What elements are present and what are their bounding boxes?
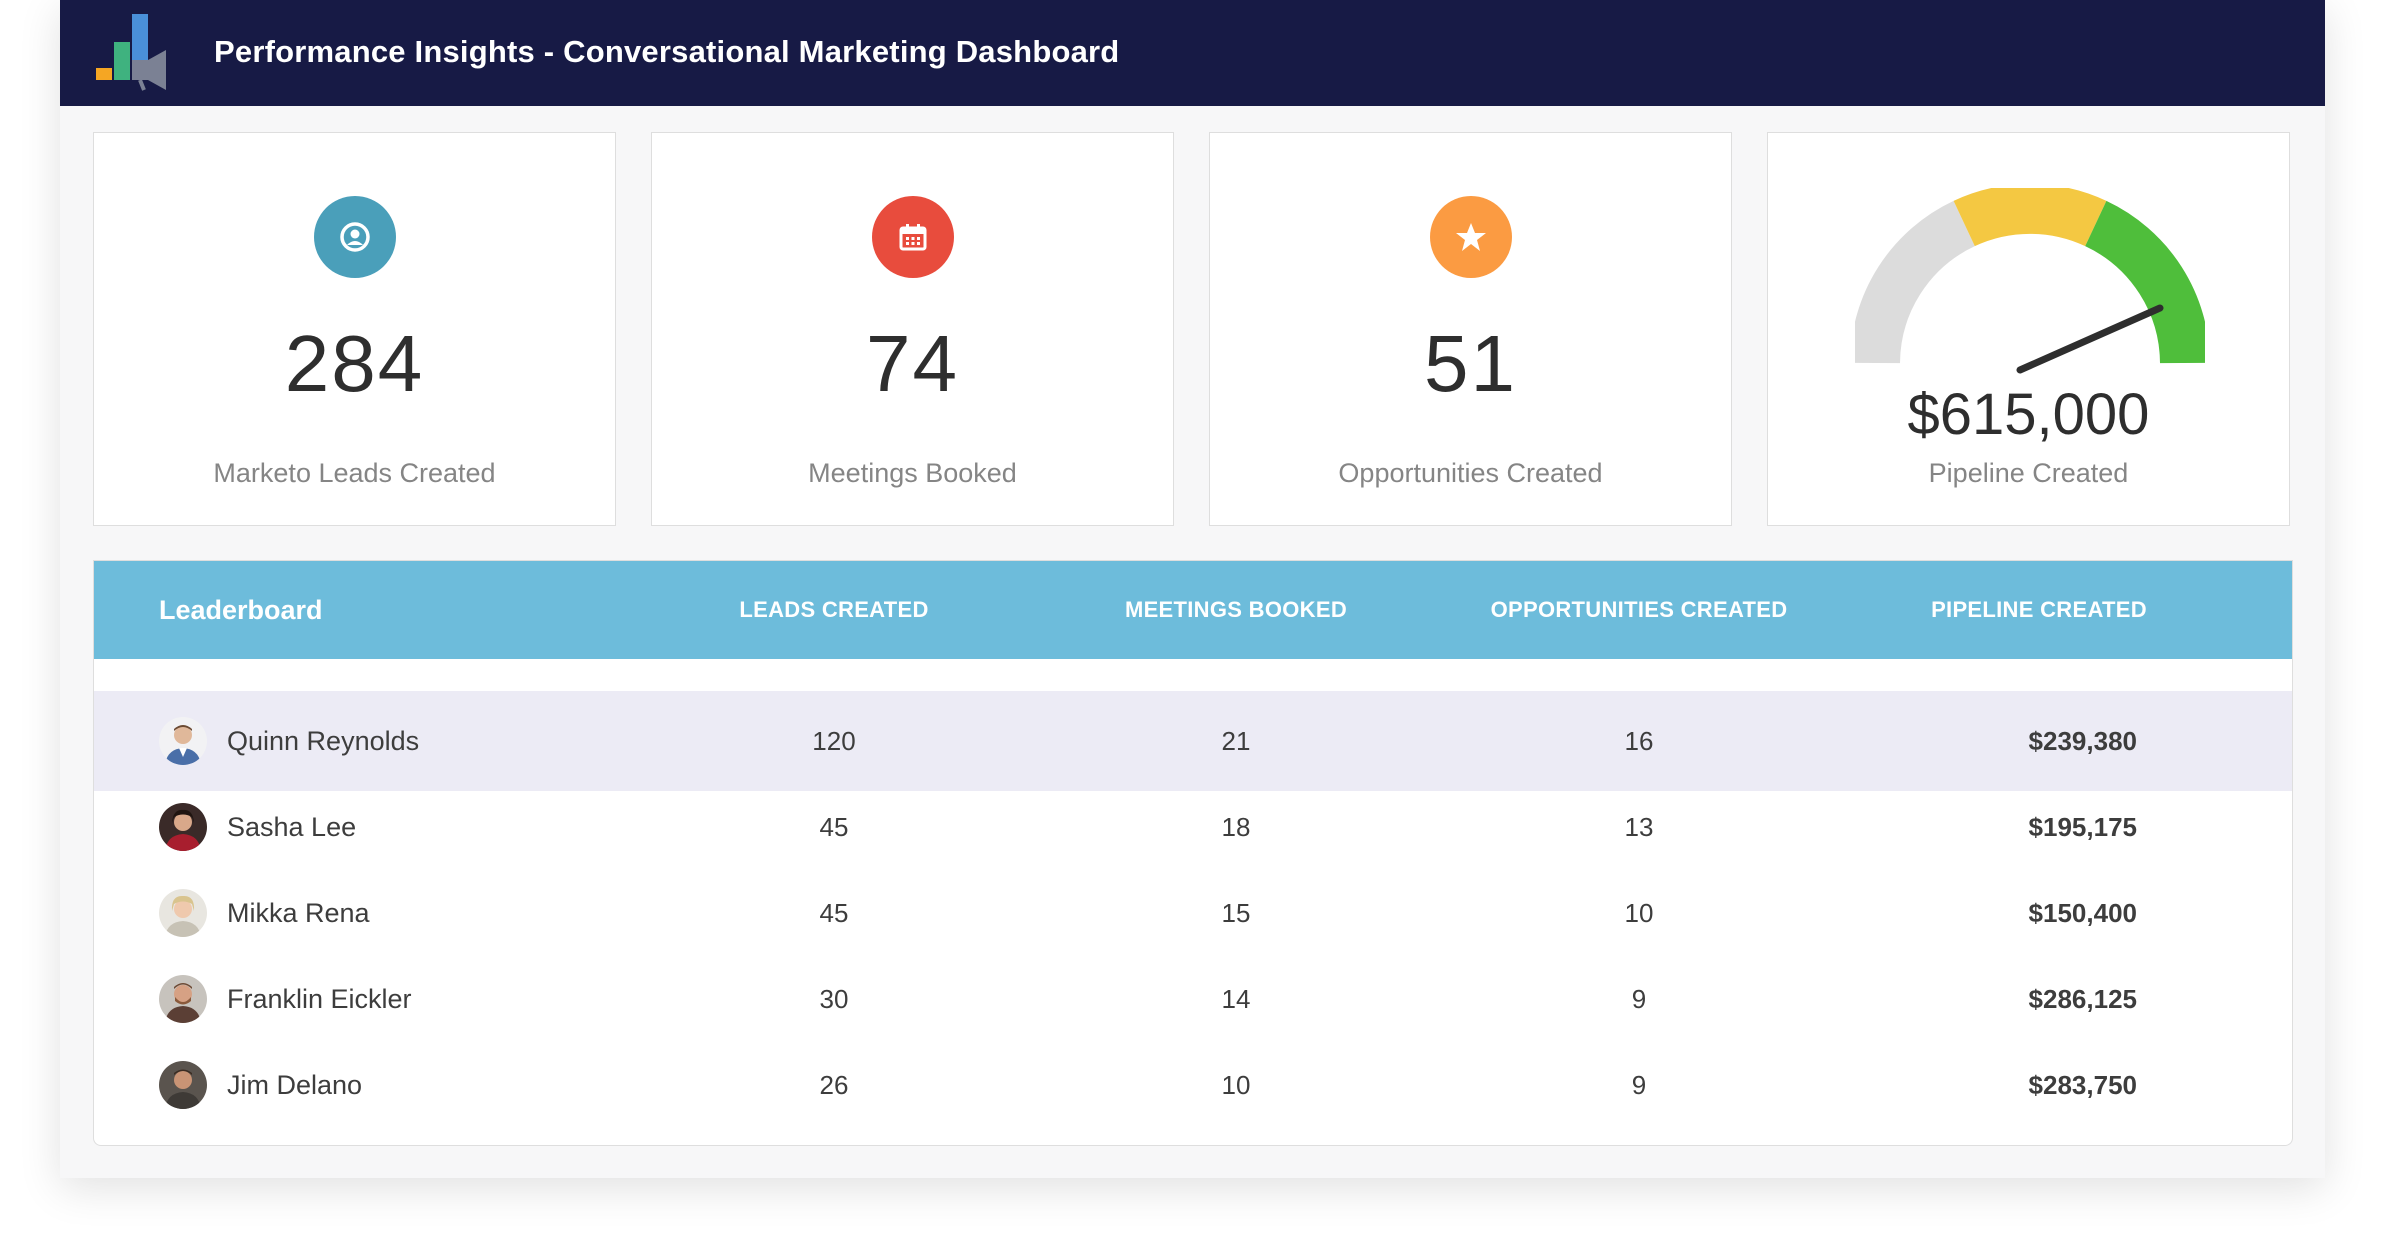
- avatar: [159, 889, 207, 937]
- app-title: Performance Insights - Conversational Ma…: [214, 34, 1120, 69]
- kpi-label: Meetings Booked: [808, 458, 1017, 488]
- meetings-value: 18: [1221, 812, 1251, 842]
- table-row[interactable]: Mikka Rena 45 15 10 $150,400: [94, 863, 2292, 963]
- pipeline-value: $239,380: [2028, 726, 2137, 756]
- meetings-value: 15: [1221, 898, 1251, 928]
- column-header-meetings: MEETINGS BOOKED: [1124, 597, 1348, 622]
- kpi-value: 51: [1424, 319, 1517, 408]
- leader-name: Mikka Rena: [227, 898, 370, 928]
- kpi-label: Opportunities Created: [1338, 458, 1603, 488]
- user-circle-icon: [313, 196, 396, 278]
- table-row[interactable]: Quinn Reynolds 120 21 16 $239,380: [94, 691, 2292, 791]
- dashboard-window: Performance Insights - Conversational Ma…: [60, 0, 2325, 1178]
- leads-value: 120: [812, 726, 856, 756]
- leader-name: Quinn Reynolds: [227, 726, 420, 756]
- pipeline-value: $150,400: [2028, 898, 2137, 928]
- pipeline-value: $283,750: [2028, 1070, 2137, 1100]
- column-header-opportunities: OPPORTUNITIES CREATED: [1490, 597, 1788, 622]
- column-header-leads: LEADS CREATED: [739, 597, 929, 622]
- kpi-card-meetings: 74 Meetings Booked: [651, 132, 1174, 526]
- kpi-card-opportunities: 51 Opportunities Created: [1209, 132, 1732, 526]
- top-bar: Performance Insights - Conversational Ma…: [60, 0, 2325, 106]
- star-icon: [1429, 196, 1512, 278]
- kpi-label: Pipeline Created: [1928, 458, 2129, 488]
- avatar: [159, 803, 207, 851]
- avatar: [159, 717, 207, 765]
- table-row[interactable]: Franklin Eickler 30 14 9 $286,125: [94, 949, 2292, 1049]
- opportunities-value: 10: [1624, 898, 1654, 928]
- meetings-value: 21: [1221, 726, 1251, 756]
- table-row[interactable]: Sasha Lee 45 18 13 $195,175: [94, 777, 2292, 877]
- kpi-label: Marketo Leads Created: [213, 458, 496, 488]
- leads-value: 26: [819, 1070, 849, 1100]
- leads-value: 45: [819, 898, 849, 928]
- meetings-value: 10: [1221, 1070, 1251, 1100]
- avatar: [159, 975, 207, 1023]
- leader-name: Franklin Eickler: [227, 984, 412, 1014]
- pipeline-value: $195,175: [2028, 812, 2137, 842]
- kpi-value: 284: [284, 319, 425, 408]
- leads-value: 30: [819, 984, 849, 1014]
- calendar-icon: [871, 196, 954, 278]
- avatar: [159, 1061, 207, 1109]
- column-header-pipeline: PIPELINE CREATED: [1931, 597, 2147, 622]
- kpi-card-leads: 284 Marketo Leads Created: [93, 132, 616, 526]
- opportunities-value: 13: [1624, 812, 1654, 842]
- bar-chart-logo-icon: [96, 14, 166, 91]
- kpi-card-pipeline: $615,000 Pipeline Created: [1767, 132, 2290, 526]
- leaderboard-table: Leaderboard LEADS CREATED MEETINGS BOOKE…: [93, 560, 2293, 1146]
- pipeline-value: $286,125: [2028, 984, 2137, 1014]
- gauge-needle: [2016, 304, 2164, 374]
- pipeline-gauge: [1855, 188, 2205, 374]
- leads-value: 45: [819, 812, 849, 842]
- opportunities-value: 9: [1631, 1070, 1647, 1100]
- meetings-value: 14: [1221, 984, 1251, 1014]
- leaderboard-header: Leaderboard LEADS CREATED MEETINGS BOOKE…: [94, 561, 2292, 659]
- leaderboard-title: Leaderboard: [159, 595, 323, 625]
- leader-name: Sasha Lee: [227, 812, 357, 842]
- opportunities-value: 9: [1631, 984, 1647, 1014]
- kpi-value: $615,000: [1907, 382, 2150, 447]
- leader-name: Jim Delano: [227, 1070, 363, 1100]
- opportunities-value: 16: [1624, 726, 1654, 756]
- table-row[interactable]: Jim Delano 26 10 9 $283,750: [94, 1035, 2292, 1135]
- kpi-value: 74: [866, 319, 959, 408]
